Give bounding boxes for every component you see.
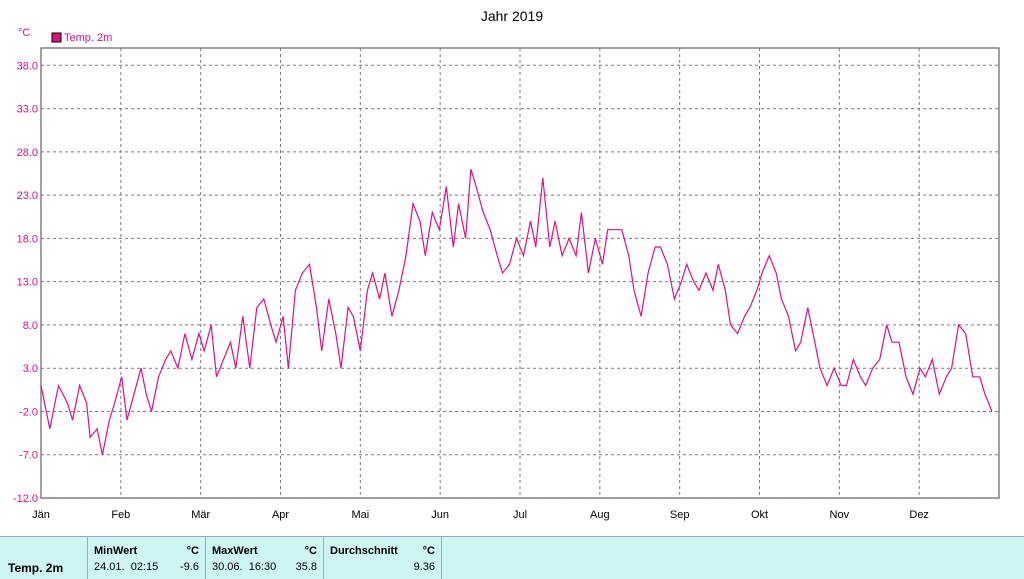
max-time: 30.06. 16:30 bbox=[212, 561, 277, 573]
temperature-chart: Jahr 2019 °C Temp. 2m 38.0 33.0 28.0 23.0 18… bbox=[13, 8, 1000, 521]
max-value: 35.8 bbox=[295, 561, 317, 573]
stats-label-cell: Temp. 2m bbox=[0, 537, 88, 579]
max-header: MaxWert bbox=[212, 545, 258, 557]
legend-label: Temp. 2m bbox=[64, 32, 112, 44]
y-tick-label: 38.0 bbox=[17, 60, 38, 72]
y-tick-label: -12.0 bbox=[13, 493, 38, 505]
y-tick-label: 33.0 bbox=[17, 104, 38, 116]
series-line-temp-2m bbox=[40, 169, 993, 455]
y-axis-unit: °C bbox=[18, 27, 30, 39]
min-value: -9.6 bbox=[180, 561, 199, 573]
y-tick-label: -2.0 bbox=[19, 406, 38, 418]
stats-row-label: Temp. 2m bbox=[8, 561, 64, 575]
y-tick-label: 18.0 bbox=[17, 233, 38, 245]
max-value-cell: MaxWert °C 30.06. 16:30 35.8 bbox=[206, 537, 324, 579]
min-unit: °C bbox=[186, 545, 199, 557]
min-header: MinWert bbox=[94, 545, 138, 557]
month-label: Jun bbox=[431, 509, 449, 521]
month-label: Dez bbox=[909, 509, 929, 521]
y-tick-label: 28.0 bbox=[17, 147, 38, 159]
max-unit: °C bbox=[304, 545, 317, 557]
avg-header: Durchschnitt bbox=[330, 545, 398, 557]
y-tick-label: 13.0 bbox=[17, 277, 38, 289]
month-label: Feb bbox=[111, 509, 130, 521]
month-label: Aug bbox=[590, 509, 610, 521]
avg-value: 9.36 bbox=[413, 561, 435, 573]
average-cell: Durchschnitt °C 9.36 bbox=[324, 537, 442, 579]
month-label: Nov bbox=[830, 509, 850, 521]
month-label: Jul bbox=[513, 509, 527, 521]
min-time: 24.01. 02:15 bbox=[94, 561, 159, 573]
x-tick-labels: Jän Feb Mär Apr Mai Jun Jul Aug Sep Okt Nov Dez bbox=[32, 509, 929, 521]
chart-title: Jahr 2019 bbox=[481, 8, 543, 24]
month-label: Jän bbox=[32, 509, 50, 521]
y-tick-label: 3.0 bbox=[23, 363, 38, 375]
avg-unit: °C bbox=[422, 545, 435, 557]
legend-swatch bbox=[51, 32, 62, 43]
y-tick-labels: 38.0 33.0 28.0 23.0 18.0 13.0 8.0 3.0 -2.0 -7.0 -1… bbox=[13, 60, 38, 505]
month-label: Mai bbox=[351, 509, 369, 521]
statistics-panel: Temp. 2m MinWert °C 24.01. 02:15 -9.6 Ma… bbox=[0, 536, 1024, 579]
min-value-cell: MinWert °C 24.01. 02:15 -9.6 bbox=[88, 537, 206, 579]
month-label: Mär bbox=[191, 509, 210, 521]
y-tick-label: 8.0 bbox=[23, 320, 38, 332]
y-tick-label: 23.0 bbox=[17, 190, 38, 202]
y-tick-label: -7.0 bbox=[19, 450, 38, 462]
grid-lines bbox=[41, 48, 999, 499]
month-label: Sep bbox=[670, 509, 690, 521]
month-label: Apr bbox=[272, 509, 289, 521]
month-label: Okt bbox=[751, 509, 768, 521]
